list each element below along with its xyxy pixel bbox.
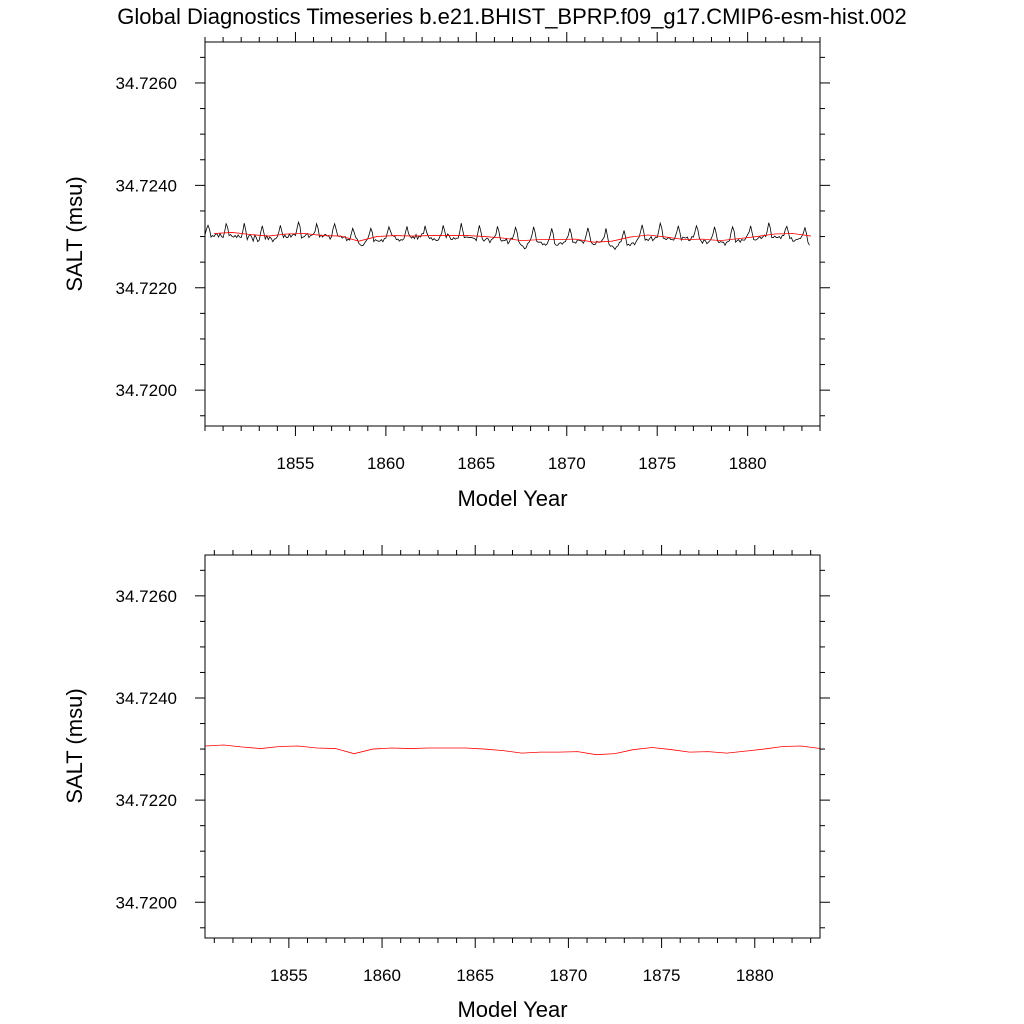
x-tick-label: 1875 [638, 454, 676, 473]
y-tick-label: 34.7200 [116, 381, 177, 400]
x-tick-label: 1855 [270, 966, 308, 985]
y-tick-label: 34.7260 [116, 587, 177, 606]
x-tick-label: 1860 [363, 966, 401, 985]
x-tick-label: 1865 [457, 454, 495, 473]
figure-title: Global Diagnostics Timeseries b.e21.BHIS… [117, 4, 907, 29]
annual-mean-line [204, 744, 821, 756]
x-axis-label: Model Year [457, 997, 567, 1022]
x-tick-label: 1855 [277, 454, 315, 473]
x-tick-label: 1870 [548, 454, 586, 473]
y-tick-label: 34.7260 [116, 74, 177, 93]
y-axis-label: SALT (msu) [62, 176, 87, 291]
plot-frame [204, 554, 821, 939]
y-tick-label: 34.7240 [116, 689, 177, 708]
monthly-line [204, 220, 810, 251]
y-tick-label: 34.7240 [116, 176, 177, 195]
y-tick-label: 34.7220 [116, 279, 177, 298]
x-tick-label: 1865 [456, 966, 494, 985]
y-tick-label: 34.7220 [116, 791, 177, 810]
top-panel: 1855 1860 1865 1870 1875 1880 34.7200 34.7220 34… [62, 32, 830, 511]
x-tick-label: 1860 [367, 454, 405, 473]
x-tick-label: 1875 [643, 966, 681, 985]
bottom-panel: 1855 1860 1865 1870 1875 1880 34.7200 34.7220 34… [62, 545, 830, 1022]
annual-mean-line [214, 232, 812, 243]
y-axis-label: SALT (msu) [62, 688, 87, 803]
x-tick-label: 1870 [549, 966, 587, 985]
x-axis-label: Model Year [457, 486, 567, 511]
y-tick-label: 34.7200 [116, 893, 177, 912]
x-tick-label: 1880 [729, 454, 767, 473]
x-tick-label: 1880 [736, 966, 774, 985]
